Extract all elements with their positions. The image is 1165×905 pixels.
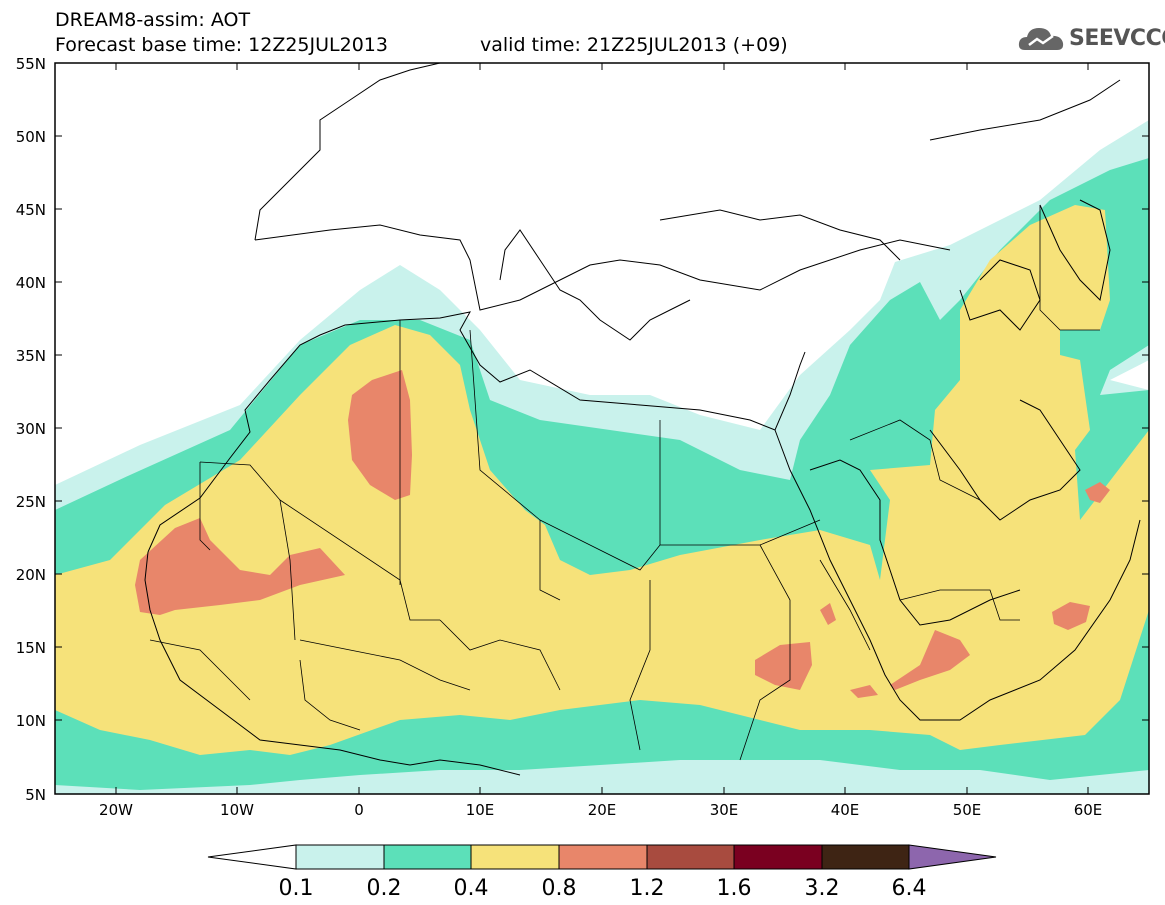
lat-label-10n: 10N [16,712,46,730]
colorbar-under-arrow [207,844,297,870]
cloud-icon [1018,28,1064,50]
colorbar-label-0.1: 0.1 [279,876,314,901]
colorbar-label-0.4: 0.4 [454,876,489,901]
lon-label-20e: 20E [588,801,617,819]
lon-label-30e: 30E [710,801,739,819]
lon-label-60e: 60E [1074,801,1103,819]
colorbar [207,844,997,870]
aot-patch-nubia [820,603,836,625]
colorbar-label-1.6: 1.6 [717,876,752,901]
aot-patch-oman [1052,602,1090,630]
aot-patch-sahara [348,370,412,500]
colorbar-box-3 [470,844,560,870]
colorbar-box-1 [295,844,385,870]
lat-label-15n: 15N [16,639,46,657]
lat-label-25n: 25N [16,493,46,511]
title-base-time: Forecast base time: 12Z25JUL2013 [55,34,388,56]
colorbar-box-6 [733,844,823,870]
lat-label-40n: 40N [16,274,46,292]
lon-label-10w: 10W [220,801,254,819]
seevccc-logo: SEEVCCC [1017,20,1165,56]
lat-label-55n: 55N [16,55,46,73]
lon-label-50e: 50E [953,801,982,819]
lon-label-0: 0 [354,801,364,819]
lat-axis [55,62,1149,795]
aot-band-04 [55,205,1149,755]
colorbar-label-0.8: 0.8 [542,876,577,901]
aot-patch-yemen [890,630,970,690]
lon-label-10e: 10E [466,801,495,819]
aot-patch-djibouti [850,685,878,698]
title-line1: DREAM8-assim: AOT [55,9,251,31]
colorbar-label-1.2: 1.2 [630,876,665,901]
colorbar-box-5 [646,844,735,870]
lon-axis [115,63,1089,794]
colorbar-box-7 [821,844,910,870]
colorbar-label-3.2: 3.2 [805,876,840,901]
colorbar-label-0.2: 0.2 [367,876,402,901]
lat-label-5n: 5N [25,786,46,804]
aot-field [55,63,1149,794]
lon-label-40e: 40E [831,801,860,819]
colorbar-box-4 [558,844,648,870]
logo-text: SEEVCCC [1069,26,1165,51]
colorbar-box-2 [383,844,472,870]
aot-patch-uae [1085,482,1110,503]
aot-patch-mauritania [135,518,345,615]
lat-label-35n: 35N [16,347,46,365]
lat-label-30n: 30N [16,420,46,438]
colorbar-label-6.4: 6.4 [892,876,927,901]
lon-label-20w: 20W [99,801,133,819]
lat-label-50n: 50N [16,128,46,146]
lat-label-45n: 45N [16,201,46,219]
coastlines [144,63,1141,776]
aot-patch-sudan [755,642,812,690]
colorbar-over-arrow [908,844,997,870]
lat-label-20n: 20N [16,566,46,584]
title-valid-time: valid time: 21Z25JUL2013 (+09) [480,34,788,56]
country-borders [149,205,1100,761]
